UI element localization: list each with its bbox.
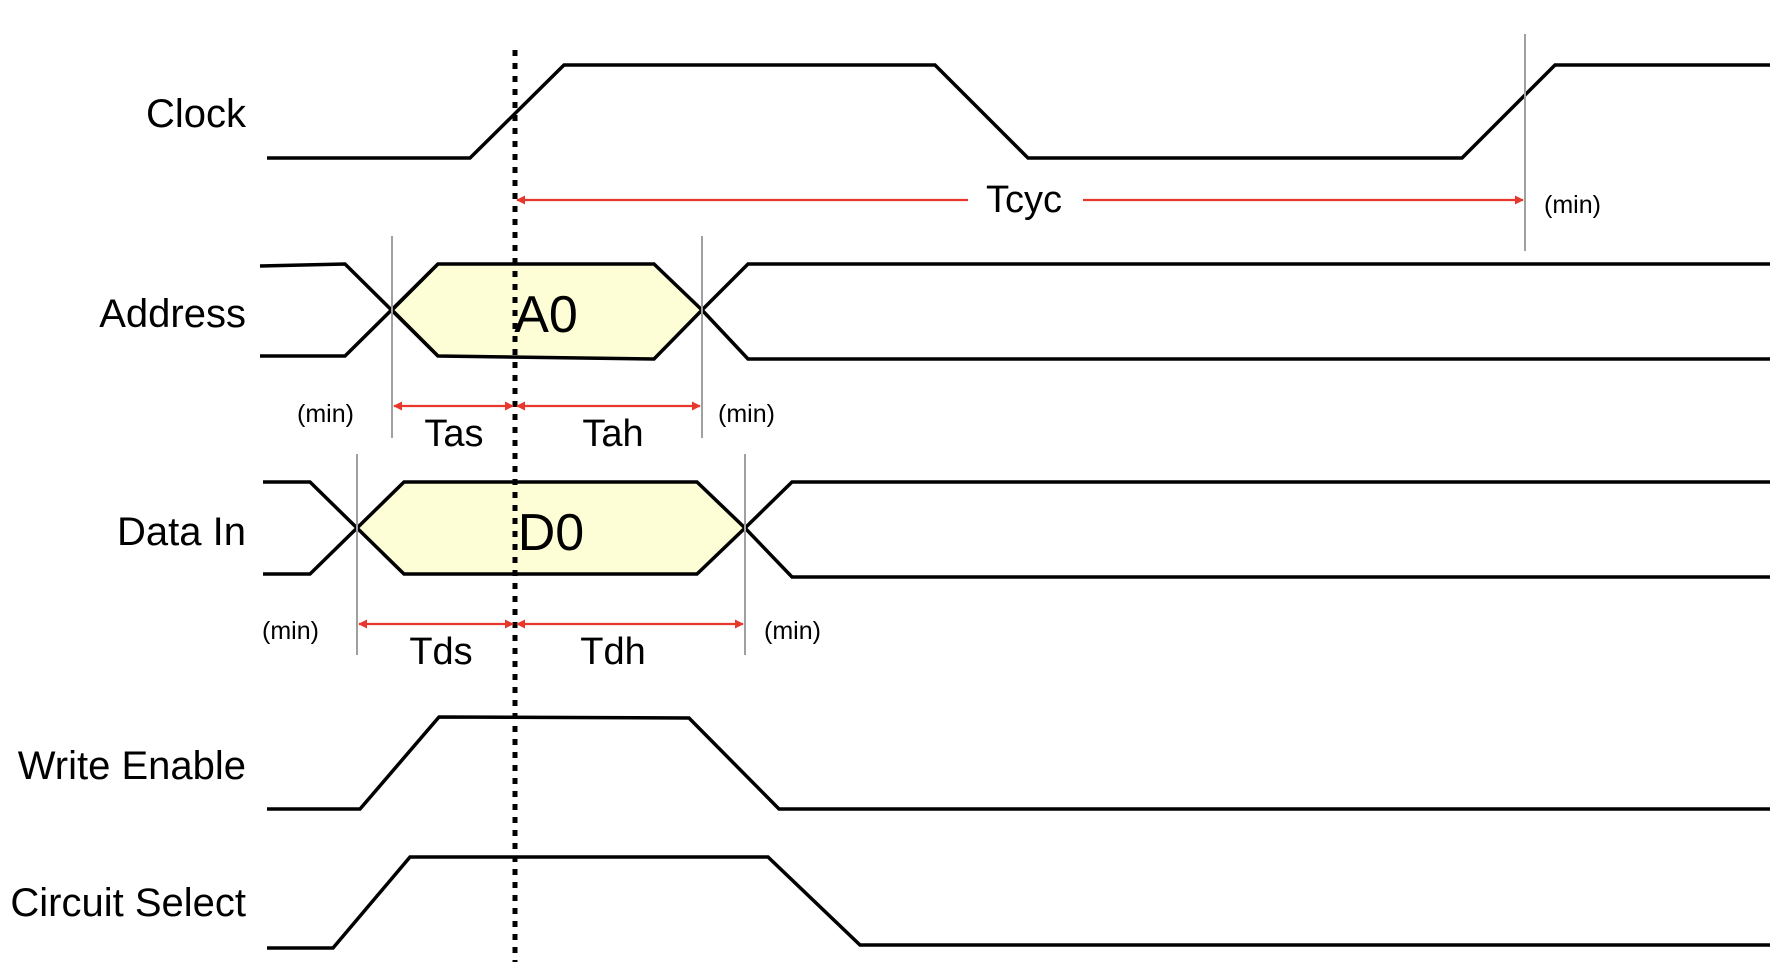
address-bus-value: A0	[514, 286, 578, 344]
circuit-select-waveform	[267, 855, 1770, 950]
tdh-label: Tdh	[580, 631, 645, 673]
data-in-label: Data In	[117, 510, 246, 554]
address-label: Address	[99, 292, 246, 336]
tds-min-label: (min)	[262, 617, 319, 645]
clock-label: Clock	[146, 92, 247, 136]
tcyc-label: Tcyc	[986, 179, 1062, 221]
clock-waveform	[267, 63, 1770, 160]
write-enable-waveform	[267, 715, 1770, 811]
tah-min-label: (min)	[718, 400, 775, 428]
data-in-waveform-left	[263, 480, 359, 576]
tcyc-min-label: (min)	[1544, 191, 1601, 219]
tdh-min-label: (min)	[764, 617, 821, 645]
tds-label: Tds	[409, 631, 472, 673]
tas-min-label: (min)	[297, 400, 354, 428]
data-in-bus-value: D0	[518, 504, 584, 562]
data-in-waveform-right	[743, 480, 1770, 579]
write-enable-label: Write Enable	[18, 744, 246, 788]
circuit-select-label: Circuit Select	[10, 881, 246, 925]
tah-label: Tah	[582, 413, 643, 455]
address-waveform-right	[700, 262, 1770, 361]
tas-label: Tas	[424, 413, 483, 455]
